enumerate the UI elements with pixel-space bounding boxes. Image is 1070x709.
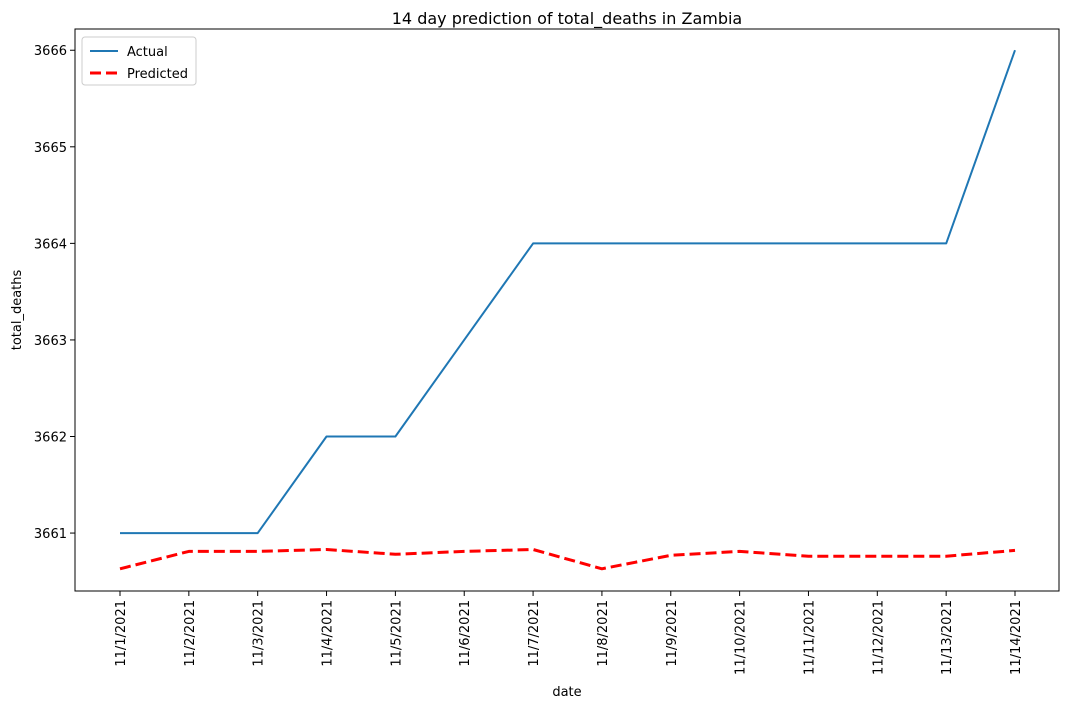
x-tick-label: 11/10/2021 bbox=[734, 600, 749, 675]
x-tick-label: 11/4/2021 bbox=[321, 600, 336, 667]
series-line-predicted bbox=[119, 548, 1016, 571]
series-line-actual bbox=[120, 49, 1016, 535]
x-tick-label: 11/2/2021 bbox=[183, 600, 198, 667]
y-tick-label: 3665 bbox=[34, 141, 67, 156]
legend-label-actual: Actual bbox=[127, 45, 168, 60]
x-axis: 11/1/2021 11/2/2021 11/3/2021 11/4/2021 11/5… bbox=[114, 591, 1024, 675]
legend: Actual Predicted bbox=[81, 36, 197, 86]
x-tick-label: 11/13/2021 bbox=[940, 600, 955, 675]
x-tick-label: 11/5/2021 bbox=[389, 600, 404, 667]
x-tick-label: 11/11/2021 bbox=[802, 600, 817, 675]
chart-title: 14 day prediction of total_deaths in Zam… bbox=[392, 9, 742, 29]
y-axis-label: total_deaths bbox=[10, 270, 25, 351]
series-layer bbox=[119, 49, 1016, 571]
y-tick-label: 3664 bbox=[34, 237, 67, 252]
y-tick-label: 3662 bbox=[34, 430, 67, 445]
x-tick-label: 11/7/2021 bbox=[527, 600, 542, 667]
plot-area-frame bbox=[74, 28, 1060, 592]
x-tick-label: 11/6/2021 bbox=[458, 600, 473, 667]
legend-label-predicted: Predicted bbox=[127, 67, 188, 82]
x-axis-label: date bbox=[552, 685, 581, 700]
x-tick-label: 11/3/2021 bbox=[252, 600, 267, 667]
x-tick-label: 11/1/2021 bbox=[114, 600, 129, 667]
y-tick-label: 3661 bbox=[34, 527, 67, 542]
x-tick-label: 11/14/2021 bbox=[1009, 600, 1024, 675]
x-tick-label: 11/12/2021 bbox=[871, 600, 886, 675]
x-tick-label: 11/9/2021 bbox=[665, 600, 680, 667]
y-tick-label: 3666 bbox=[34, 44, 67, 59]
y-tick-label: 3663 bbox=[34, 334, 67, 349]
x-tick-label: 11/8/2021 bbox=[596, 600, 611, 667]
y-axis: 3661 3662 3663 3664 3665 3666 bbox=[34, 44, 75, 542]
